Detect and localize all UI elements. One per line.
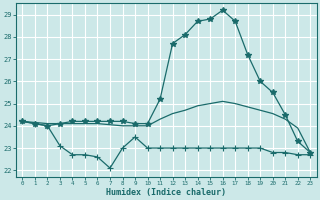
X-axis label: Humidex (Indice chaleur): Humidex (Indice chaleur) — [106, 188, 226, 197]
